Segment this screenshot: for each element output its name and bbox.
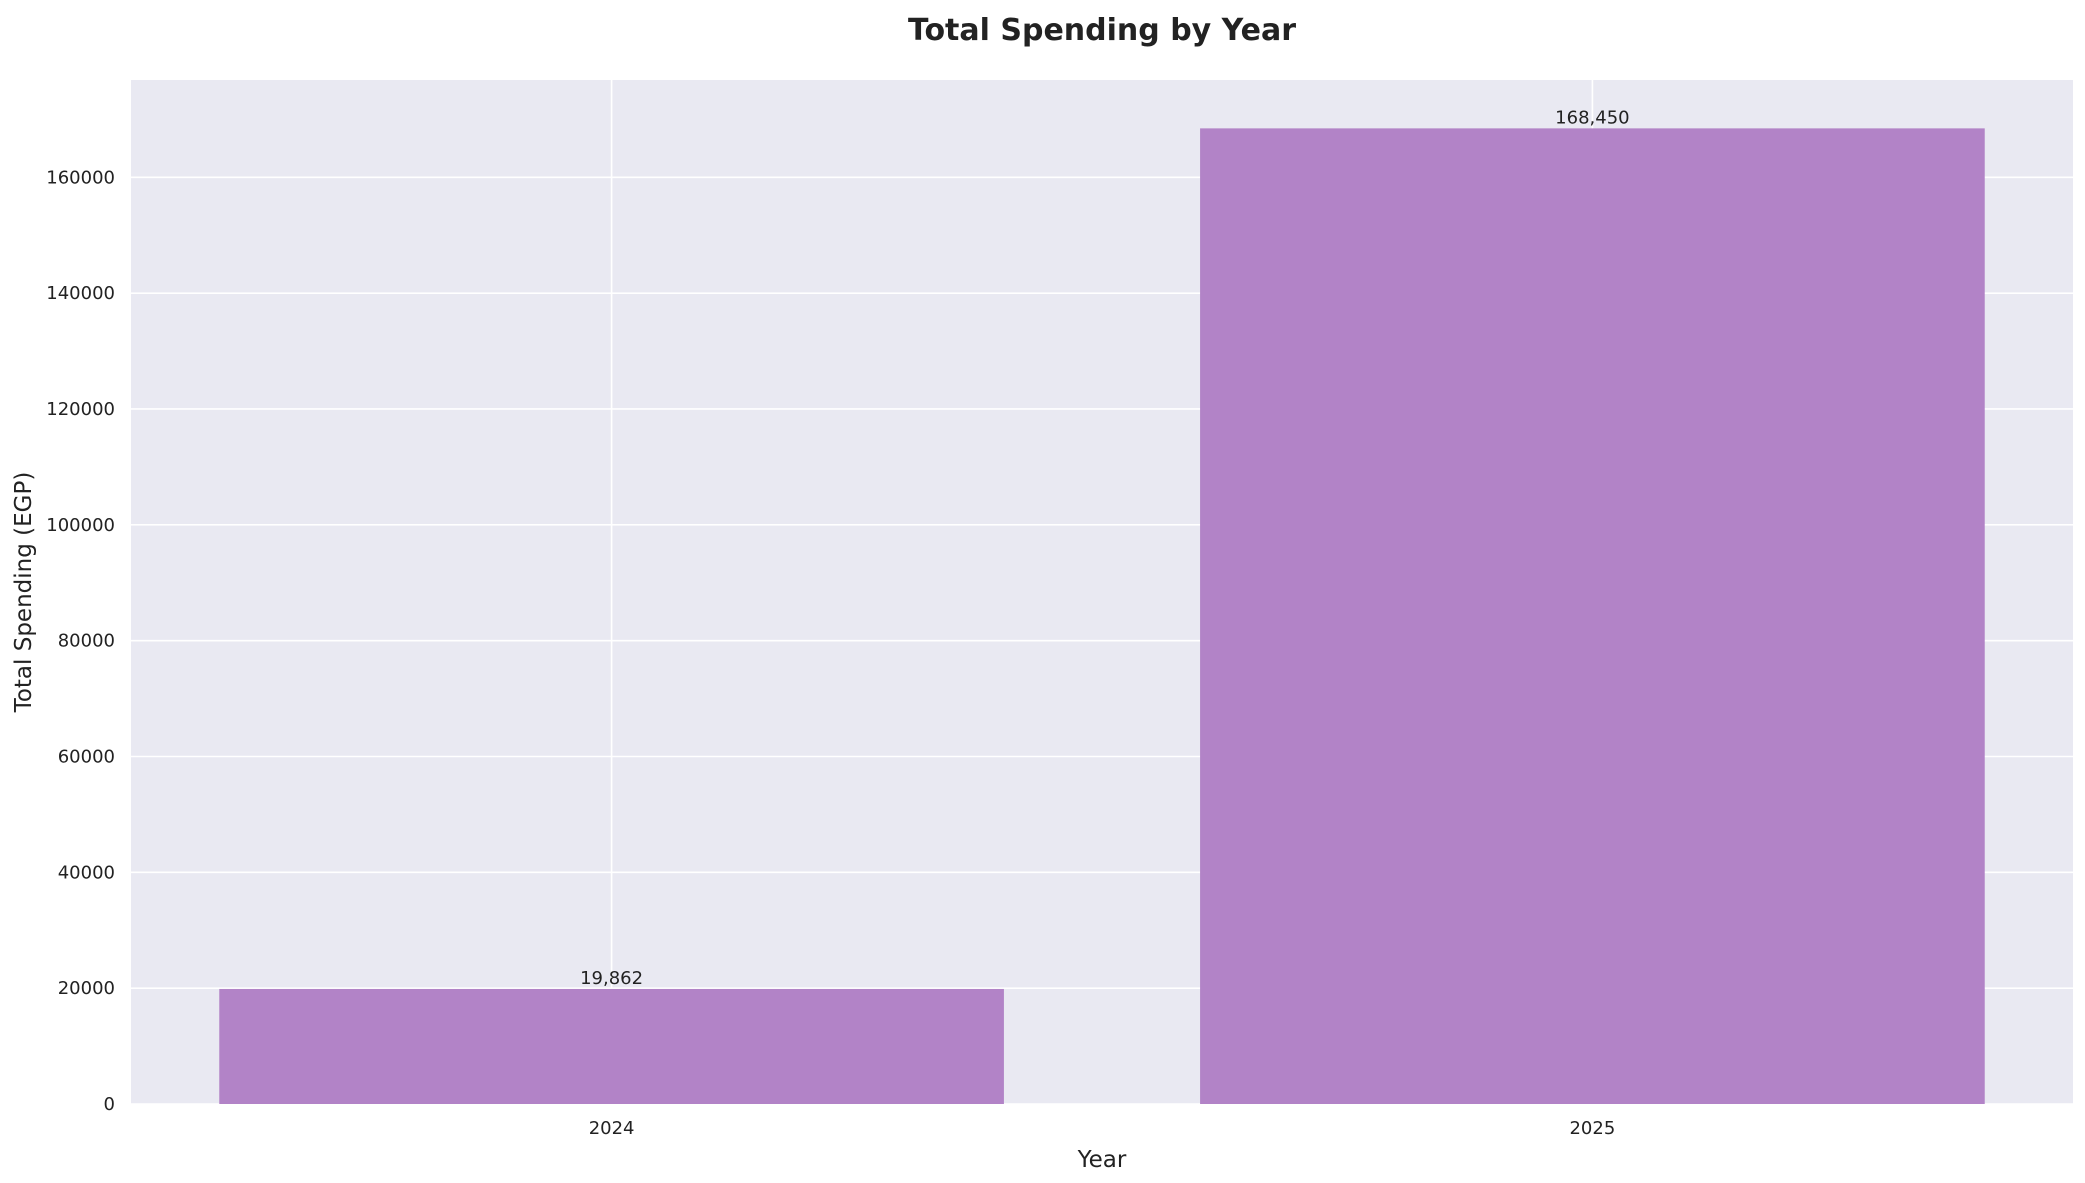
y-tick-label: 120000	[46, 399, 115, 420]
y-tick-label: 160000	[46, 167, 115, 188]
x-axis-label: Year	[1077, 1147, 1127, 1173]
bar-value-label: 168,450	[1555, 107, 1629, 128]
y-tick-label: 60000	[58, 746, 115, 767]
x-tick-label: 2024	[589, 1118, 635, 1139]
y-tick-label: 20000	[58, 978, 115, 999]
chart-title: Total Spending by Year	[908, 13, 1296, 48]
x-tick-label: 2025	[1569, 1118, 1615, 1139]
y-tick-label: 80000	[58, 631, 115, 652]
bar	[1200, 128, 1985, 1104]
data-labels: 19,862 168,450	[580, 107, 1630, 989]
y-tick-label: 0	[104, 1094, 115, 1115]
y-axis-label: Total Spending (EGP)	[11, 472, 37, 714]
y-tick-label: 40000	[58, 862, 115, 883]
bar-value-label: 19,862	[580, 968, 643, 989]
bar-group	[219, 128, 1985, 1104]
y-tick-label: 140000	[46, 283, 115, 304]
tick-labels: 0 20000 40000 60000 80000 100000 120000 140000 1…	[46, 167, 1615, 1139]
bar	[219, 988, 1004, 1104]
y-tick-label: 100000	[46, 515, 115, 536]
